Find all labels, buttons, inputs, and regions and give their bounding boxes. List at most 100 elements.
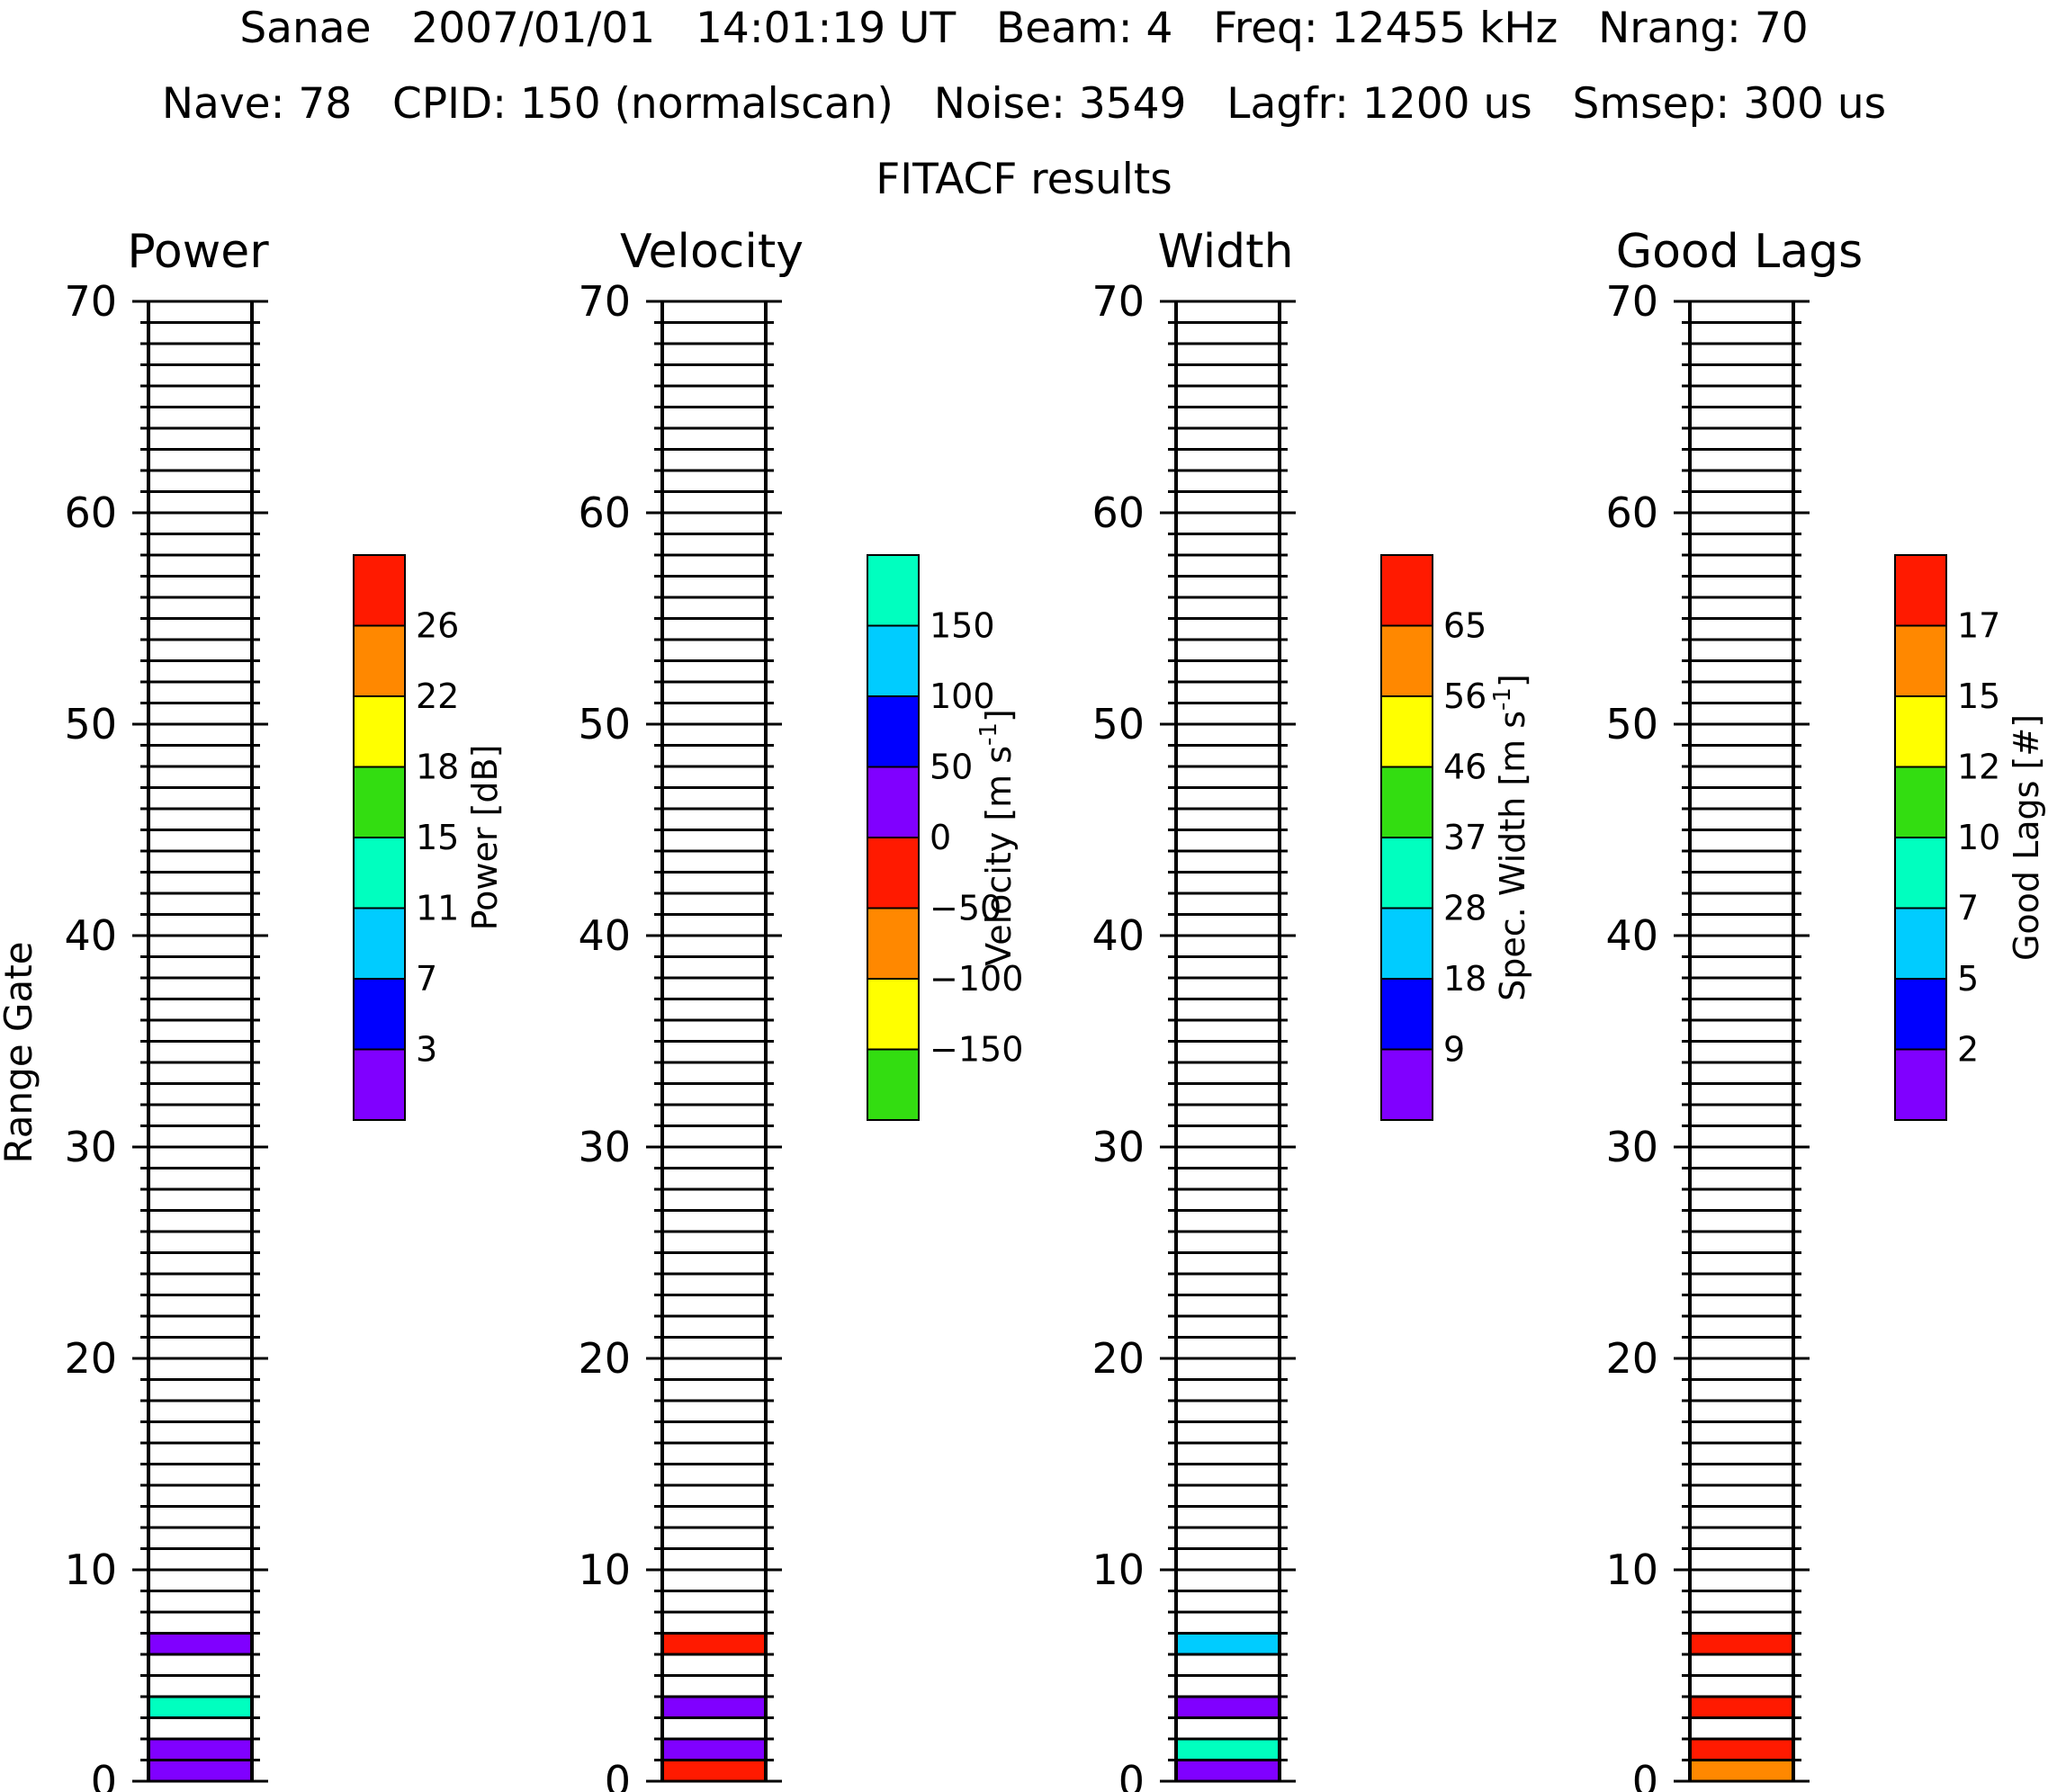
colorbar-tick-label: 26: [416, 606, 459, 646]
y-tick-label: 10: [578, 1546, 631, 1594]
colorbar-bin: [867, 907, 920, 980]
y-tick-label: 0: [91, 1757, 117, 1792]
y-tick-label: 40: [64, 911, 117, 960]
colorbar-bin: [353, 766, 406, 838]
colorbar-tick-label: 17: [1957, 606, 2000, 646]
colorbar-tick-label: 37: [1443, 818, 1487, 857]
colorbar-tick-label: 150: [930, 606, 995, 646]
y-tick-label: 50: [578, 700, 631, 748]
y-tick-label: 60: [1605, 488, 1658, 537]
gate-cell: [662, 1697, 766, 1718]
y-tick-label: 10: [1091, 1546, 1145, 1594]
gate-cell: [1690, 1633, 1793, 1654]
y-tick-label: 30: [1605, 1123, 1658, 1171]
colorbar-bin: [1380, 766, 1433, 838]
colorbar-label: Spec. Width [m s-1]: [1489, 674, 1532, 1001]
colorbar-bin: [867, 554, 920, 627]
colorbar-bin: [1894, 695, 1947, 768]
panel-title: Power: [127, 225, 269, 279]
gate-cell: [148, 1633, 252, 1654]
colorbar-bin: [353, 907, 406, 980]
colorbar-bin: [1380, 907, 1433, 980]
colorbar-label: Power [dB]: [465, 745, 505, 931]
colorbar-bin: [1380, 837, 1433, 909]
y-tick-label: 50: [64, 700, 117, 748]
gate-cell: [1176, 1739, 1280, 1761]
colorbar-tick-label: 12: [1957, 748, 2000, 787]
colorbar-bin: [867, 695, 920, 768]
y-tick-label: 60: [578, 488, 631, 537]
colorbar-tick-label: 46: [1443, 748, 1487, 787]
colorbar-bin: [353, 978, 406, 1051]
gate-cell: [1176, 1760, 1280, 1781]
colorbar-bin: [1380, 978, 1433, 1051]
colorbar-bin: [1894, 837, 1947, 909]
header-line-1: Sanae 2007/01/01 14:01:19 UT Beam: 4 Fre…: [239, 4, 1809, 53]
y-tick-label: 40: [1091, 911, 1145, 960]
colorbar-bin: [1380, 624, 1433, 697]
gate-cell: [662, 1739, 766, 1761]
y-tick-label: 20: [1091, 1334, 1145, 1383]
colorbar-bin: [353, 695, 406, 768]
colorbar-bin: [353, 554, 406, 627]
colorbar-bin: [1894, 554, 1947, 627]
colorbar-label: Velocity [m s-1]: [975, 709, 1019, 966]
colorbar-tick-label: 18: [416, 748, 459, 787]
colorbar-bin: [1380, 1048, 1433, 1121]
y-tick-label: 50: [1605, 700, 1658, 748]
panel-title: Width: [1157, 225, 1293, 279]
colorbar-tick-label: −50: [930, 889, 1002, 928]
colorbar-bin: [1894, 1048, 1947, 1121]
y-tick-label: 30: [578, 1123, 631, 1171]
colorbar-tick-label: 15: [416, 818, 459, 857]
colorbar-label: Good Lags [#]: [2007, 714, 2046, 961]
colorbar-tick-label: 100: [930, 676, 995, 716]
y-tick-label: 60: [1091, 488, 1145, 537]
gate-cell: [1176, 1697, 1280, 1718]
colorbar-tick-label: 56: [1443, 676, 1487, 716]
colorbar-tick-label: 5: [1957, 959, 1979, 999]
y-tick-label: 0: [1118, 1757, 1145, 1792]
y-tick-label: 0: [1632, 1757, 1658, 1792]
y-tick-label: 60: [64, 488, 117, 537]
colorbar-tick-label: 3: [416, 1030, 437, 1070]
colorbar-bin: [867, 837, 920, 909]
colorbar-bin: [353, 624, 406, 697]
gate-cell: [1176, 1633, 1280, 1654]
colorbar-bin: [867, 766, 920, 838]
panel-title: Velocity: [620, 225, 804, 279]
colorbar-tick-label: 15: [1957, 676, 2000, 716]
colorbar-tick-label: 18: [1443, 959, 1487, 999]
colorbar-tick-label: 11: [416, 889, 459, 928]
panel: Power 0 10 20 30 40 50 60 70 3 7 11 15 18 22 26 Power [d…: [64, 225, 505, 1792]
colorbar-bin: [1894, 624, 1947, 697]
y-tick-label: 70: [578, 277, 631, 326]
y-tick-label: 30: [1091, 1123, 1145, 1171]
y-tick-label: 70: [64, 277, 117, 326]
y-tick-label: 40: [578, 911, 631, 960]
y-tick-label: 20: [64, 1334, 117, 1383]
y-tick-label: 40: [1605, 911, 1658, 960]
header-line-2: Nave: 78 CPID: 150 (normalscan) Noise: 3…: [161, 79, 1887, 129]
y-tick-label: 10: [64, 1546, 117, 1594]
y-tick-label: 50: [1091, 700, 1145, 748]
gate-cell: [148, 1697, 252, 1718]
gate-cell: [662, 1760, 766, 1781]
gate-cell: [1690, 1697, 1793, 1718]
colorbar-tick-label: 28: [1443, 889, 1487, 928]
colorbar-tick-label: 22: [416, 676, 459, 716]
colorbar-tick-label: −150: [930, 1030, 1023, 1070]
colorbar-bin: [1894, 978, 1947, 1051]
panel: Velocity 0 10 20 30 40 50 60 70 −150 −100 −50 0 50 100…: [578, 225, 1023, 1792]
colorbar-bin: [1380, 695, 1433, 768]
colorbar-tick-label: 9: [1443, 1030, 1465, 1070]
y-tick-label: 10: [1605, 1546, 1658, 1594]
colorbar-tick-label: 7: [416, 959, 437, 999]
colorbar-tick-label: −100: [930, 959, 1023, 999]
y-tick-label: 70: [1605, 277, 1658, 326]
y-tick-label: 30: [64, 1123, 117, 1171]
colorbar-bin: [867, 624, 920, 697]
y-tick-label: 70: [1091, 277, 1145, 326]
colorbar-tick-label: 0: [930, 818, 951, 857]
